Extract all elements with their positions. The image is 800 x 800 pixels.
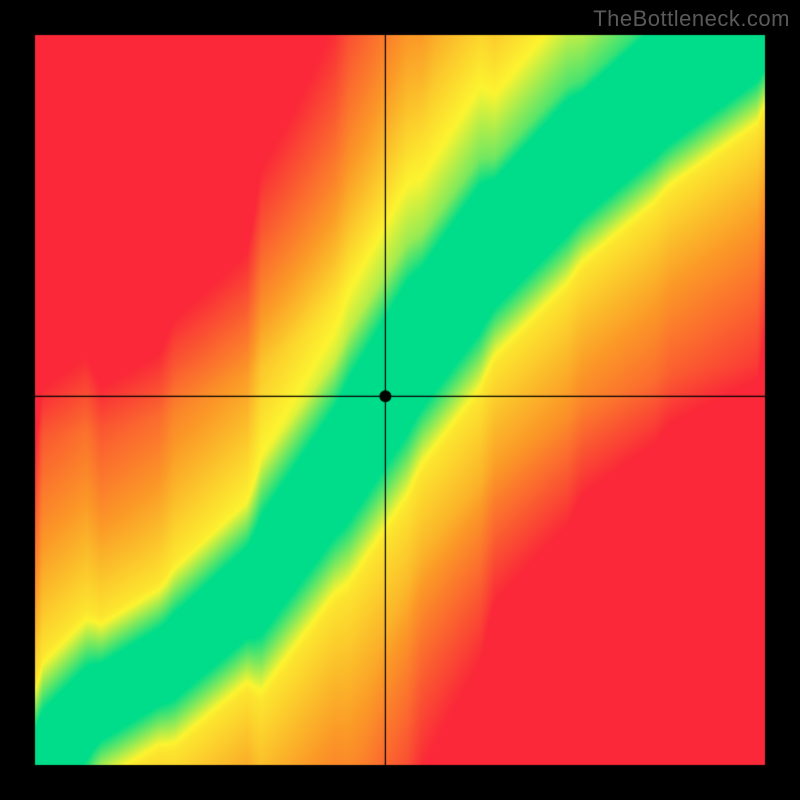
chart-container: TheBottleneck.com	[0, 0, 800, 800]
heatmap-canvas	[0, 0, 800, 800]
watermark-text: TheBottleneck.com	[593, 6, 790, 32]
